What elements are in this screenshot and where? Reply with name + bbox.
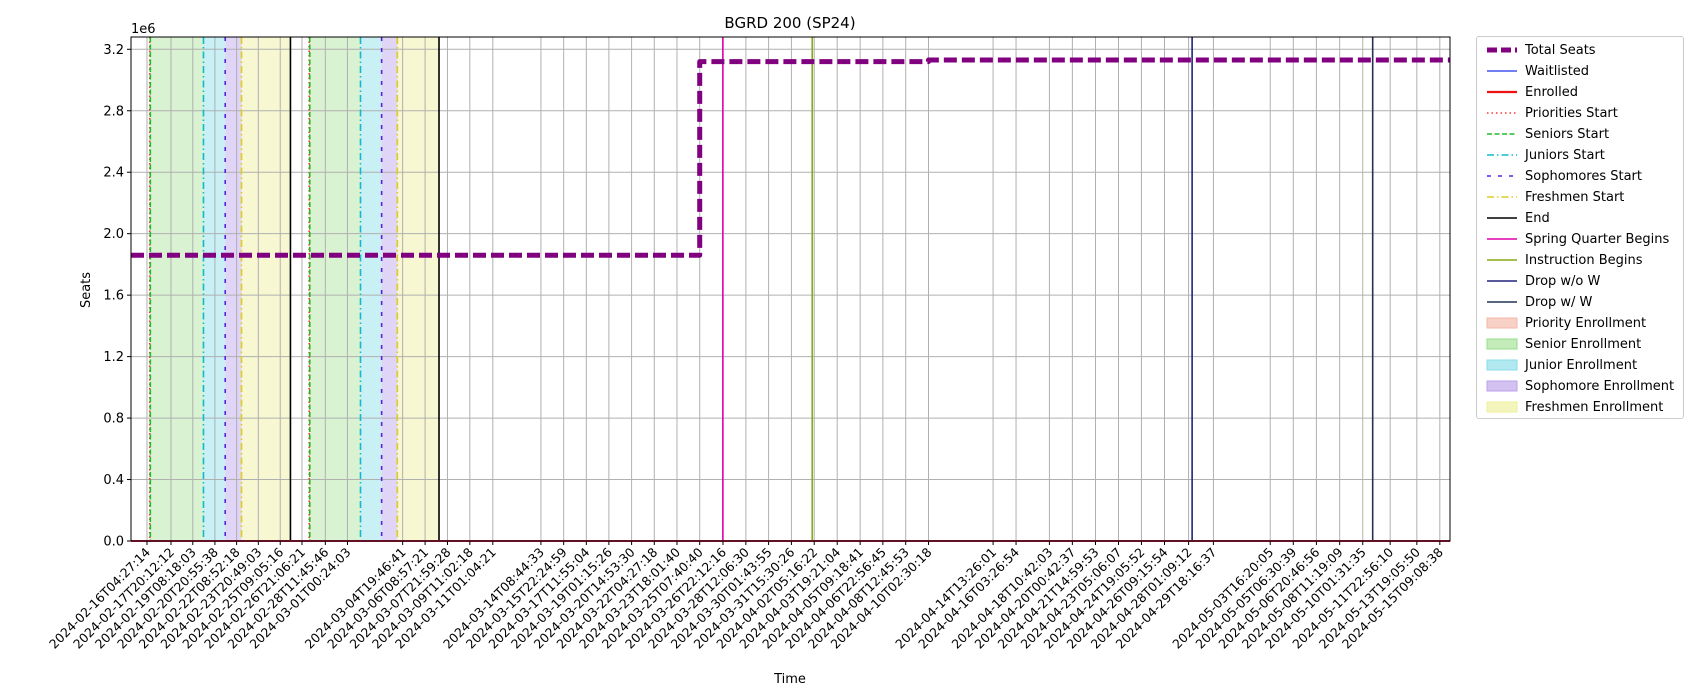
legend-swatch <box>1487 70 1517 72</box>
legend-label: Priorities Start <box>1525 106 1618 121</box>
legend-label: Enrolled <box>1525 85 1578 100</box>
legend-swatch <box>1487 133 1517 135</box>
legend-swatch <box>1487 47 1517 53</box>
legend-item-junior-enrollment: Junior Enrollment <box>1481 356 1681 376</box>
legend-item-senior-enrollment: Senior Enrollment <box>1481 335 1681 355</box>
plot-background <box>131 37 1450 541</box>
enrollment-spans <box>149 37 440 541</box>
span-sophomore-enrollment-1 <box>381 37 398 541</box>
y-offset-label: 1e6 <box>131 22 156 37</box>
legend-swatch <box>1487 154 1517 156</box>
legend-item-sophomore-enrollment: Sophomore Enrollment <box>1481 377 1681 397</box>
span-senior-enrollment-0 <box>150 37 204 541</box>
legend-label: Juniors Start <box>1525 148 1605 163</box>
legend-label: Drop w/ W <box>1525 295 1593 310</box>
plot-frame <box>130 36 1451 542</box>
legend-swatch <box>1487 217 1517 219</box>
legend-swatch <box>1486 401 1518 413</box>
legend-label: Instruction Begins <box>1525 253 1643 268</box>
event-lines <box>148 37 1374 541</box>
legend-swatch <box>1487 175 1517 177</box>
y-tick-label: 0.0 <box>103 535 124 550</box>
y-tick-label: 2.8 <box>103 104 124 119</box>
span-junior-enrollment-0 <box>203 37 226 541</box>
span-junior-enrollment-1 <box>360 37 382 541</box>
legend-item-end: End <box>1481 209 1681 229</box>
legend-label: Senior Enrollment <box>1525 337 1642 352</box>
legend-item-drop-w-o-w: Drop w/o W <box>1481 272 1681 292</box>
y-tick-label: 0.4 <box>103 473 124 488</box>
legend-label: Sophomore Enrollment <box>1525 379 1675 394</box>
legend-item-priority-enrollment: Priority Enrollment <box>1481 314 1681 334</box>
legend-swatch <box>1487 280 1517 282</box>
y-tick-label: 0.8 <box>103 412 124 427</box>
legend-swatch <box>1487 301 1517 303</box>
legend-item-spring-quarter-begins: Spring Quarter Begins <box>1481 230 1681 250</box>
y-tick-label: 1.6 <box>103 289 124 304</box>
span-senior-enrollment-1 <box>309 37 361 541</box>
chart-title: BGRD 200 (SP24) <box>724 14 855 32</box>
legend-item-seniors-start: Seniors Start <box>1481 125 1681 145</box>
legend-label: Freshmen Enrollment <box>1525 400 1664 415</box>
legend-item-waitlisted: Waitlisted <box>1481 62 1681 82</box>
plot-area <box>131 37 1450 541</box>
y-tick-label: 3.2 <box>103 43 124 58</box>
legend-item-total-seats: Total Seats <box>1481 41 1681 61</box>
legend-label: Spring Quarter Begins <box>1525 232 1670 247</box>
y-tick-label: 2.4 <box>103 166 124 181</box>
legend-swatch <box>1486 317 1518 329</box>
legend-swatch <box>1487 112 1517 114</box>
legend-label: Junior Enrollment <box>1525 358 1638 373</box>
legend-label: Drop w/o W <box>1525 274 1601 289</box>
legend-item-sophomores-start: Sophomores Start <box>1481 167 1681 187</box>
legend-label: Waitlisted <box>1525 64 1590 79</box>
legend-swatch <box>1487 90 1517 94</box>
legend-swatch <box>1486 359 1518 371</box>
y-axis-label: Seats <box>79 272 94 308</box>
span-sophomore-enrollment-0 <box>225 37 242 541</box>
legend-label: Total Seats <box>1525 43 1596 58</box>
legend-label: Seniors Start <box>1525 127 1610 142</box>
span-freshmen-enrollment-1 <box>397 37 440 541</box>
y-tick-label: 1.2 <box>103 350 124 365</box>
legend-item-freshmen-start: Freshmen Start <box>1481 188 1681 208</box>
legend: Total Seats Waitlisted Enrolled Priorities … <box>1476 36 1684 419</box>
span-freshmen-enrollment-0 <box>241 37 291 541</box>
series-total-seats <box>131 57 1450 258</box>
x-axis-label: Time <box>773 672 806 687</box>
legend-swatch <box>1487 196 1517 198</box>
legend-item-priorities-start: Priorities Start <box>1481 104 1681 124</box>
legend-label: Freshmen Start <box>1525 190 1625 205</box>
legend-swatch <box>1486 338 1518 350</box>
legend-swatch <box>1487 259 1517 261</box>
legend-label: End <box>1525 211 1550 226</box>
legend-item-instruction-begins: Instruction Begins <box>1481 251 1681 271</box>
legend-label: Sophomores Start <box>1525 169 1642 184</box>
legend-item-freshmen-enrollment: Freshmen Enrollment <box>1481 398 1681 418</box>
legend-item-enrolled: Enrolled <box>1481 83 1681 103</box>
y-tick-label: 2.0 <box>103 227 124 242</box>
legend-item-drop-w-w: Drop w/ W <box>1481 293 1681 313</box>
legend-swatch <box>1486 380 1518 392</box>
legend-label: Priority Enrollment <box>1525 316 1647 331</box>
legend-item-juniors-start: Juniors Start <box>1481 146 1681 166</box>
legend-swatch <box>1487 238 1517 240</box>
